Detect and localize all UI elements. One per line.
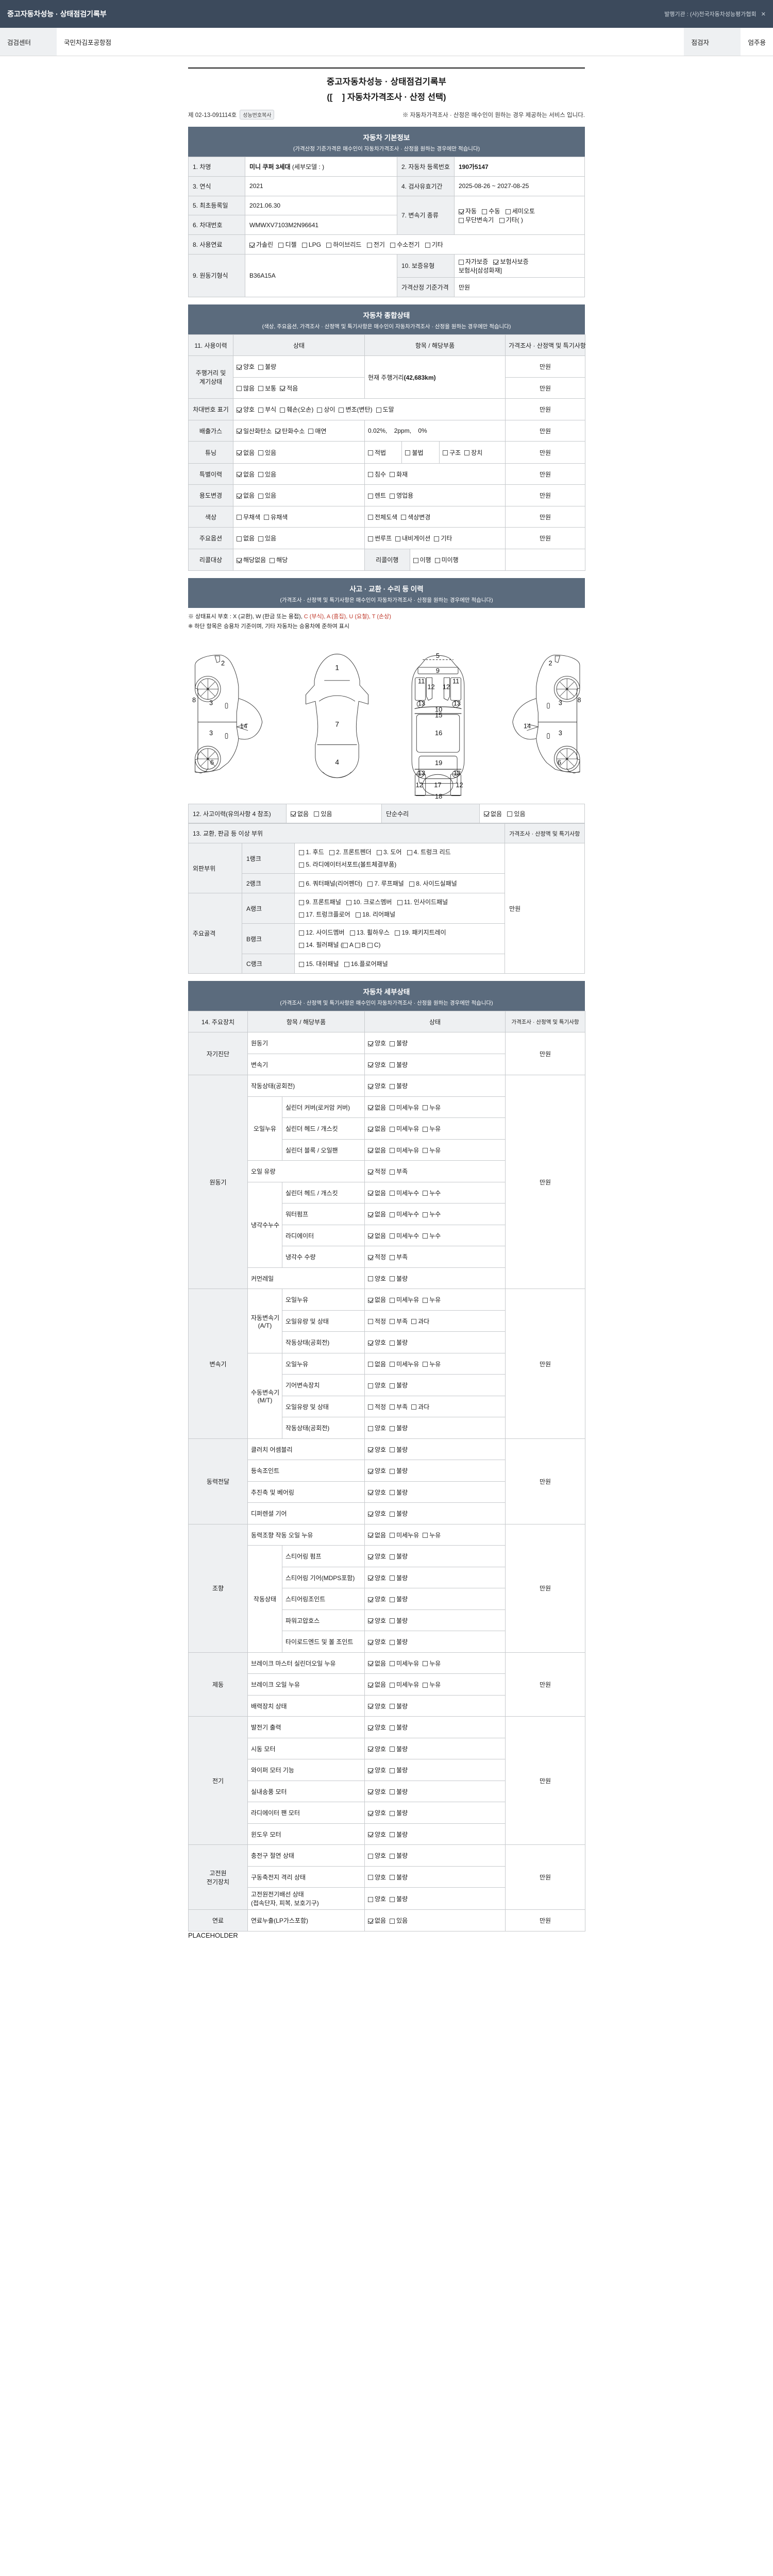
svg-text:14: 14 — [524, 722, 531, 730]
svg-text:11: 11 — [418, 677, 425, 685]
svg-text:14: 14 — [240, 722, 247, 730]
svg-text:11: 11 — [452, 677, 459, 685]
svg-text:7: 7 — [335, 720, 339, 728]
svg-text:3: 3 — [209, 699, 213, 706]
svg-text:8: 8 — [577, 696, 581, 704]
svg-text:4: 4 — [335, 758, 339, 766]
svg-text:8: 8 — [192, 696, 196, 704]
svg-text:5: 5 — [436, 651, 440, 659]
svg-text:3: 3 — [559, 729, 562, 737]
svg-text:13: 13 — [418, 769, 425, 777]
svg-text:13: 13 — [418, 699, 425, 707]
svg-text:2: 2 — [221, 659, 225, 667]
svg-text:19: 19 — [435, 759, 442, 767]
svg-text:2: 2 — [548, 659, 552, 667]
svg-text:13: 13 — [453, 769, 461, 777]
svg-text:12: 12 — [456, 781, 463, 789]
svg-text:18: 18 — [435, 792, 442, 800]
svg-text:6: 6 — [210, 758, 214, 766]
svg-text:12: 12 — [443, 683, 450, 690]
svg-text:1: 1 — [335, 664, 339, 671]
svg-text:3: 3 — [559, 699, 562, 706]
svg-text:17: 17 — [434, 781, 441, 789]
svg-text:3: 3 — [209, 729, 213, 737]
svg-text:9: 9 — [436, 667, 440, 674]
svg-text:6: 6 — [558, 758, 561, 766]
svg-text:16: 16 — [435, 729, 442, 737]
svg-text:12: 12 — [415, 781, 423, 789]
svg-text:15: 15 — [435, 711, 442, 719]
svg-text:13: 13 — [453, 699, 461, 707]
svg-text:12: 12 — [427, 683, 434, 690]
